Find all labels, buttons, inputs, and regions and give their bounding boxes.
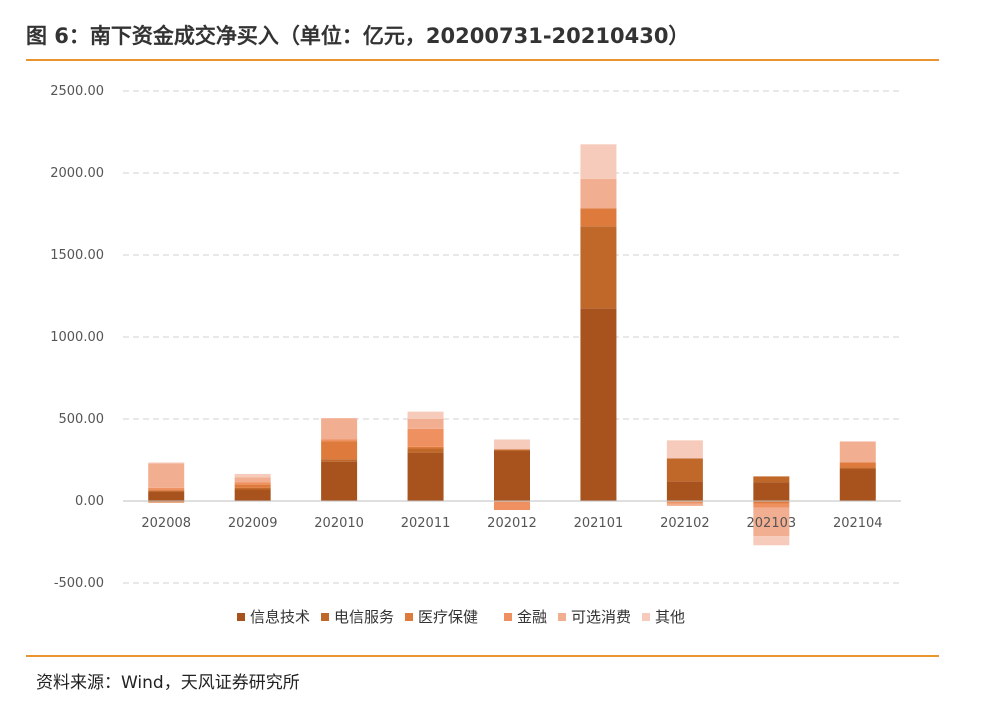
bar-segment: [148, 490, 185, 492]
bar-segment: [839, 462, 876, 468]
bar-segment: [494, 501, 530, 511]
bar-segment: [666, 481, 703, 501]
bar-segment: [753, 507, 790, 537]
y-tick-label: 1000.00: [50, 330, 104, 345]
chart-bars: [148, 144, 876, 546]
legend-label: 其他: [655, 608, 685, 626]
bar-segment: [666, 501, 703, 504]
bar-segment: [839, 469, 876, 501]
bar-segment: [321, 418, 358, 440]
legend-label: 信息技术: [250, 608, 310, 626]
bar-segment: [321, 439, 358, 442]
y-tick-label: 2500.00: [50, 84, 104, 99]
bar-segment: [148, 487, 185, 491]
title-divider: [26, 59, 939, 61]
bar-segment: [234, 482, 271, 485]
legend-swatch: [321, 613, 329, 621]
chart-legend: 信息技术 电信服务 医疗保健 金融 可选消费 其他: [237, 608, 685, 626]
legend-label: 金融: [517, 608, 547, 626]
legend-swatch: [642, 613, 650, 621]
bar-segment: [839, 467, 876, 470]
bar-segment: [321, 441, 358, 460]
bar-segment: [407, 419, 444, 429]
y-tick-label: 2000.00: [50, 166, 104, 181]
x-tick-label: 202012: [487, 516, 537, 531]
bar-segment: [148, 501, 185, 503]
bar-segment: [234, 487, 271, 490]
legend-swatch: [558, 613, 566, 621]
x-tick-label: 202008: [141, 516, 191, 531]
legend-label: 医疗保健: [418, 608, 478, 626]
y-axis-ticks: -500.00 0.00 500.00 1000.00 1500.00 2000.00 25…: [50, 84, 104, 591]
bar-segment: [666, 503, 703, 506]
bar-segment: [407, 411, 444, 419]
bar-segment: [753, 501, 790, 504]
legend-swatch: [504, 613, 512, 621]
bar-segment: [666, 458, 703, 482]
x-tick-label: 202104: [833, 516, 883, 531]
y-tick-label: 500.00: [59, 412, 105, 427]
x-tick-label: 202010: [314, 516, 364, 531]
bar-segment: [580, 226, 617, 309]
chart-title: 图 6：南下资金成交净买入（单位：亿元，20200731-20210430）: [26, 24, 690, 48]
legend-swatch: [237, 613, 245, 621]
bar-segment: [407, 452, 444, 501]
stacked-bar-chart: -500.00 0.00 500.00 1000.00 1500.00 2000.00 25…: [50, 84, 901, 626]
bar-segment: [494, 439, 530, 450]
bar-segment: [839, 441, 876, 463]
bar-segment: [580, 144, 617, 179]
x-tick-label: 202102: [660, 516, 710, 531]
bar-segment: [234, 484, 271, 488]
source-divider: [26, 655, 939, 657]
bar-segment: [407, 446, 444, 449]
bar-segment: [234, 489, 271, 501]
legend-label: 可选消费: [571, 608, 631, 626]
bar-segment: [580, 178, 617, 209]
bar-segment: [580, 308, 617, 501]
bar-segment: [494, 450, 530, 501]
bar-segment: [148, 462, 185, 464]
source-note: 资料来源：Wind，天风证券研究所: [36, 673, 300, 693]
legend-label: 电信服务: [334, 608, 394, 626]
bar-segment: [148, 463, 185, 488]
bar-segment: [753, 476, 790, 483]
x-tick-label: 202101: [574, 516, 624, 531]
bar-segment: [234, 477, 271, 483]
bar-segment: [407, 428, 444, 447]
bar-segment: [839, 441, 876, 442]
bar-segment: [666, 440, 703, 459]
bar-segment: [494, 449, 530, 451]
x-tick-label: 202103: [747, 516, 797, 531]
bar-segment: [580, 208, 617, 227]
y-tick-label: -500.00: [54, 576, 104, 591]
bar-segment: [321, 459, 358, 462]
legend-swatch: [405, 613, 413, 621]
x-axis-ticks: 202008 202009 202010 202011 202012 202101 2021…: [141, 516, 882, 531]
bar-segment: [148, 491, 185, 501]
y-tick-label: 1500.00: [50, 248, 104, 263]
bar-segment: [321, 461, 358, 501]
x-tick-label: 202011: [401, 516, 451, 531]
x-tick-label: 202009: [228, 516, 278, 531]
bar-segment: [753, 482, 790, 501]
y-tick-label: 0.00: [75, 494, 104, 509]
bar-segment: [753, 536, 790, 546]
bar-segment: [753, 503, 790, 508]
bar-segment: [234, 473, 271, 478]
bar-segment: [407, 448, 444, 453]
